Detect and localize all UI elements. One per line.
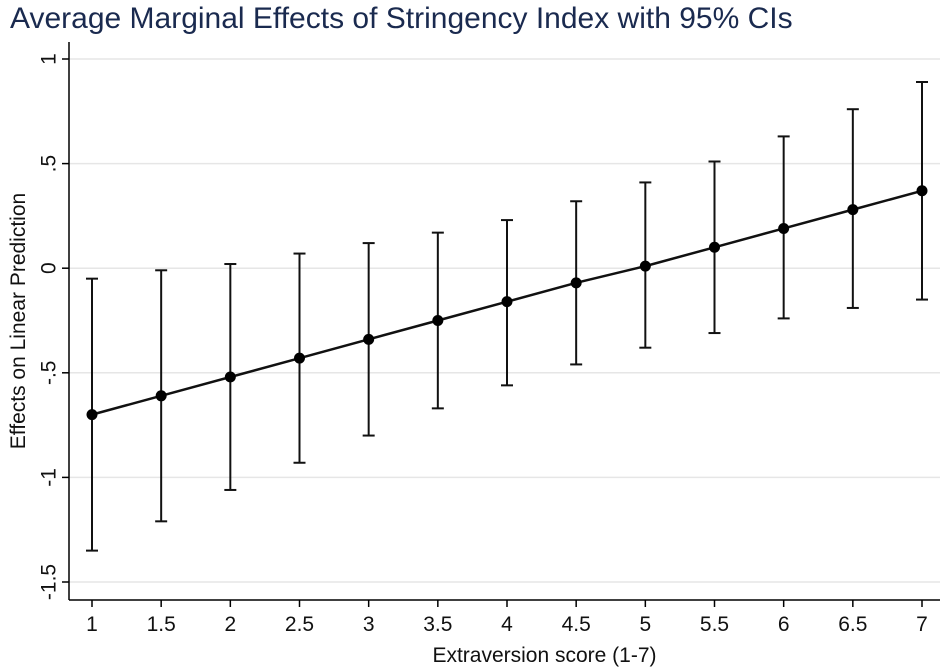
data-point xyxy=(155,390,167,402)
y-axis-title: Effects on Linear Prediction xyxy=(7,193,30,449)
y-tick-label: .5 xyxy=(38,155,61,173)
data-point xyxy=(847,204,859,216)
x-tick-label: 3 xyxy=(363,613,375,636)
x-axis-title: Extraversion score (1-7) xyxy=(432,644,656,667)
data-point xyxy=(639,260,651,272)
x-tick-label: 5.5 xyxy=(700,613,729,636)
y-tick-label: -1 xyxy=(38,468,61,487)
x-tick-label: 3.5 xyxy=(423,613,452,636)
x-tick-label: 2 xyxy=(224,613,236,636)
x-tick-label: 2.5 xyxy=(285,613,314,636)
chart-title: Average Marginal Effects of Stringency I… xyxy=(10,2,793,35)
data-point xyxy=(224,371,236,383)
y-tick-label: -1.5 xyxy=(38,564,61,600)
x-tick-label: 4.5 xyxy=(562,613,591,636)
data-point xyxy=(916,185,928,197)
x-tick-label: 6.5 xyxy=(838,613,867,636)
x-tick-label: 1 xyxy=(86,613,98,636)
data-point xyxy=(86,409,98,421)
y-tick-label: 1 xyxy=(38,53,61,65)
x-tick-label: 1.5 xyxy=(147,613,176,636)
data-point xyxy=(363,333,375,345)
x-tick-label: 7 xyxy=(916,613,928,636)
y-tick-label: -.5 xyxy=(38,361,61,386)
data-point xyxy=(570,277,582,289)
data-point xyxy=(432,315,444,326)
x-tick-label: 6 xyxy=(778,613,790,636)
data-point xyxy=(778,222,790,234)
x-tick-label: 4 xyxy=(501,613,513,636)
data-point xyxy=(501,296,513,308)
y-tick-label: 0 xyxy=(38,262,61,274)
data-point xyxy=(709,241,720,253)
data-point xyxy=(294,352,305,364)
x-tick-label: 5 xyxy=(639,613,651,636)
